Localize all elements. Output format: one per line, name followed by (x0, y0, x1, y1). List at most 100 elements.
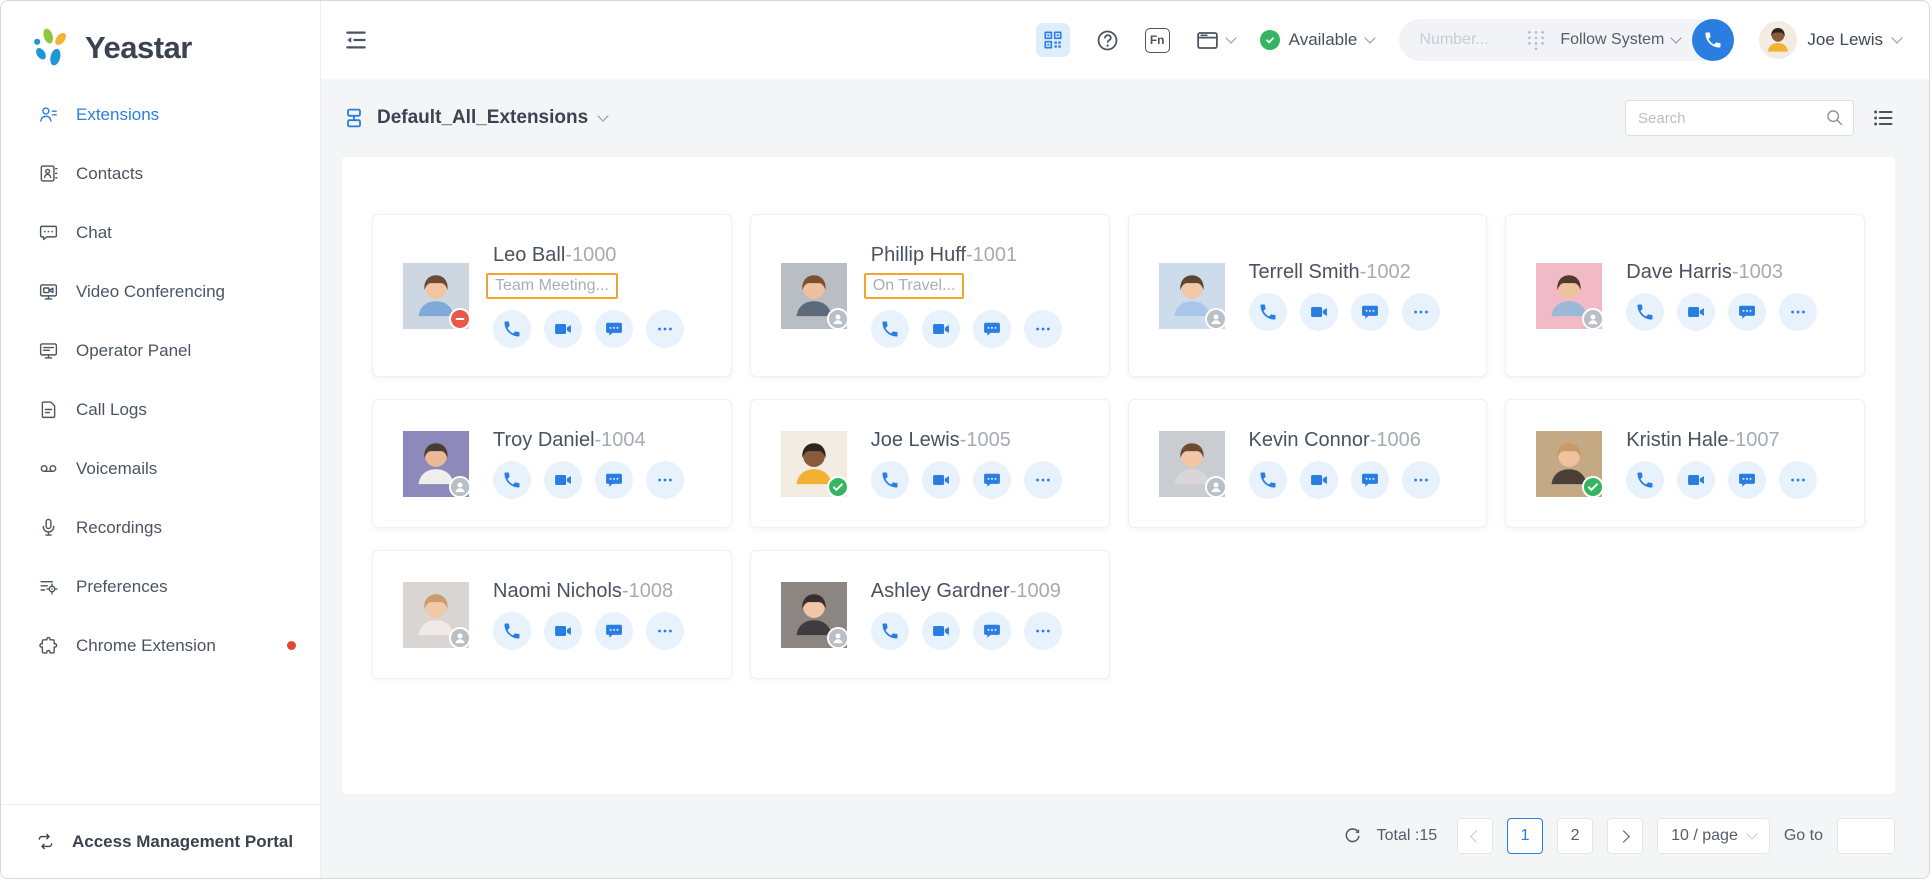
chevron-down-icon (1364, 32, 1377, 44)
more-button[interactable] (1401, 293, 1440, 331)
call-button[interactable] (1626, 293, 1665, 331)
call-button[interactable] (493, 310, 531, 348)
chat-button[interactable] (1728, 461, 1767, 499)
chat-button[interactable] (595, 461, 633, 499)
page-button-1[interactable]: 1 (1507, 818, 1544, 854)
search-input[interactable] (1625, 100, 1854, 136)
call-button[interactable] (493, 461, 531, 499)
card-actions (870, 612, 1062, 650)
more-button[interactable] (1023, 310, 1062, 348)
video-call-button[interactable] (921, 310, 960, 348)
organization-icon (342, 106, 366, 130)
extension-card[interactable]: Joe Lewis-1005 (749, 399, 1110, 528)
video-call-button[interactable] (544, 310, 582, 348)
chat-button[interactable] (972, 612, 1011, 650)
user-name: Joe Lewis (1807, 30, 1883, 49)
topbar: Fn Available (321, 1, 1929, 79)
function-keys-button[interactable]: Fn (1144, 27, 1170, 53)
presence-selector[interactable]: Available (1259, 30, 1377, 50)
video-call-button[interactable] (1677, 293, 1716, 331)
presence-away-badge-icon (449, 626, 471, 649)
extension-group-selector[interactable]: Default_All_Extensions (342, 106, 609, 130)
chat-button[interactable] (1728, 293, 1767, 331)
app-window-button[interactable] (1195, 28, 1237, 53)
qr-code-button[interactable] (1035, 23, 1070, 57)
user-menu[interactable]: Joe Lewis (1759, 21, 1903, 59)
yeastar-logo: Yeastar (1, 1, 320, 85)
goto-page-input[interactable] (1837, 818, 1895, 854)
extension-card[interactable]: Ashley Gardner-1009 (749, 550, 1110, 679)
extension-card[interactable]: Dave Harris-1003 (1505, 214, 1865, 377)
next-page-button[interactable] (1607, 818, 1644, 854)
sidebar-item-call-logs[interactable]: Call Logs (1, 380, 320, 439)
list-view-toggle-button[interactable] (1871, 106, 1895, 130)
phone-icon (1705, 32, 1721, 48)
sidebar-item-video-conferencing[interactable]: Video Conferencing (1, 262, 320, 321)
video-call-button[interactable] (921, 612, 960, 650)
video-call-button[interactable] (921, 461, 960, 499)
sidebar-item-contacts[interactable]: Contacts (1, 144, 320, 203)
call-button[interactable] (870, 461, 909, 499)
sidebar-item-chat[interactable]: Chat (1, 203, 320, 262)
menu-collapse-button[interactable] (343, 27, 369, 53)
status-note: Team Meeting... (486, 273, 618, 299)
video-call-button[interactable] (1299, 293, 1338, 331)
more-button[interactable] (646, 461, 684, 499)
access-management-portal-button[interactable]: Access Management Portal (1, 804, 320, 878)
sidebar-item-operator-panel[interactable]: Operator Panel (1, 321, 320, 380)
extension-card[interactable]: Terrell Smith-1002 (1127, 214, 1488, 377)
more-button[interactable] (1401, 461, 1440, 499)
extension-name: Naomi Nichols (493, 580, 622, 602)
call-button[interactable] (870, 310, 909, 348)
dial-number-input[interactable] (1419, 31, 1525, 49)
video-call-button[interactable] (1299, 461, 1338, 499)
chat-icon (38, 222, 59, 243)
sidebar-item-voicemails[interactable]: Voicemails (1, 439, 320, 498)
refresh-icon (1342, 826, 1363, 847)
call-button[interactable] (870, 612, 909, 650)
extension-card[interactable]: Kevin Connor-1006 (1127, 399, 1488, 528)
extension-card[interactable]: Kristin Hale-1007 (1505, 399, 1865, 528)
video-call-button[interactable] (544, 461, 582, 499)
sidebar-item-recordings[interactable]: Recordings (1, 498, 320, 557)
more-button[interactable] (1779, 293, 1818, 331)
video-call-button[interactable] (1677, 461, 1716, 499)
search-icon[interactable] (1824, 107, 1845, 128)
preferences-icon (38, 576, 59, 597)
more-button[interactable] (1023, 461, 1062, 499)
dialpad-button[interactable] (1524, 28, 1548, 52)
previous-page-button[interactable] (1457, 818, 1494, 854)
refresh-button[interactable] (1342, 826, 1363, 847)
chat-button[interactable] (1350, 461, 1389, 499)
chat-button[interactable] (1350, 293, 1389, 331)
video-call-button[interactable] (544, 612, 582, 650)
chat-button[interactable] (972, 310, 1011, 348)
extension-card[interactable]: Troy Daniel-1004 (372, 399, 732, 528)
dial-call-button[interactable] (1692, 19, 1735, 61)
chat-button[interactable] (972, 461, 1011, 499)
page-size-selector[interactable]: 10 / page (1657, 818, 1770, 854)
extension-card[interactable]: Naomi Nichols-1008 (372, 550, 732, 679)
call-button[interactable] (1626, 461, 1665, 499)
more-button[interactable] (1023, 612, 1062, 650)
page-button-2[interactable]: 2 (1557, 818, 1594, 854)
extensions-grid: Leo Ball-1000 Team Meeting... Phillip Hu… (342, 157, 1895, 709)
chat-button[interactable] (595, 612, 633, 650)
extension-card[interactable]: Leo Ball-1000 Team Meeting... (372, 214, 732, 377)
call-button[interactable] (1248, 461, 1287, 499)
sidebar-item-extensions[interactable]: Extensions (1, 85, 320, 144)
sidebar-item-preferences[interactable]: Preferences (1, 557, 320, 616)
call-button[interactable] (1248, 293, 1287, 331)
help-button[interactable] (1095, 28, 1120, 53)
extension-card[interactable]: Phillip Huff-1001 On Travel... (749, 214, 1110, 377)
chat-button[interactable] (595, 310, 633, 348)
more-button[interactable] (1779, 461, 1818, 499)
audio-device-selector[interactable]: Follow System (1560, 31, 1683, 49)
more-button[interactable] (646, 310, 684, 348)
sidebar-item-chrome-extension[interactable]: Chrome Extension (1, 616, 320, 675)
more-button[interactable] (646, 612, 684, 650)
chevron-right-icon (1617, 829, 1630, 843)
call-button[interactable] (493, 612, 531, 650)
